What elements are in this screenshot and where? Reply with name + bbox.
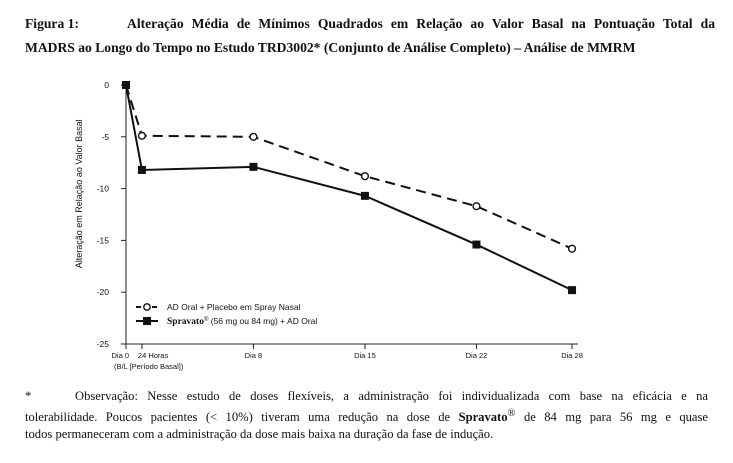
- footnote-marker: *: [25, 389, 32, 403]
- x-tick-label: Dia 0: [111, 351, 129, 360]
- legend-label-placebo: AD Oral + Placebo em Spray Nasal: [167, 302, 301, 312]
- series-line-1: [125, 84, 573, 250]
- y-tick-label: -10: [97, 184, 110, 194]
- series-2-point: [360, 191, 369, 200]
- caption-title-line2: MADRS ao Longo do Tempo no Estudo TRD300…: [25, 40, 636, 55]
- series-line-2: [125, 84, 573, 292]
- series-2-point: [137, 165, 146, 174]
- series-1-point: [567, 244, 577, 253]
- caption-label: Figura 1:: [25, 16, 79, 31]
- y-tick-label: -20: [97, 287, 110, 297]
- series-2-point: [472, 240, 481, 249]
- y-tick-label: -15: [97, 235, 110, 245]
- footnote: * Observação: Nesse estudo de doses flexí…: [25, 388, 708, 443]
- series-1-point: [137, 131, 147, 140]
- figure-caption: Figura 1: Alteração Média de Mínimos Qua…: [25, 12, 715, 60]
- x-tick-label: Dia 22: [466, 351, 488, 360]
- legend-label-spravato: Spravato® (56 mg ou 84 mg) + AD Oral: [167, 316, 317, 327]
- footnote-line3: todos permaneceram com a administração d…: [25, 427, 494, 442]
- footnote-text-line2b: de 84 mg para 56 mg e quase: [515, 410, 708, 425]
- footnote-line2: tolerabilidade. Poucos pacientes (< 10%)…: [25, 405, 708, 426]
- x-tick-label: Dia 8: [245, 351, 263, 360]
- series-1-point: [249, 132, 258, 141]
- legend-registered-mark: ®: [204, 316, 209, 323]
- y-tick-label: -5: [101, 132, 109, 142]
- y-axis-label: Alteração em Relação ao Valor Basal: [74, 119, 84, 268]
- caption-title-line1: Alteração Média de Mínimos Quadrados em …: [127, 16, 715, 31]
- y-tick-label: -25: [97, 339, 110, 349]
- legend-marker-square: [143, 317, 151, 325]
- series-2-point: [568, 286, 577, 295]
- series-1-point: [360, 172, 370, 181]
- legend-marker-circle: [143, 303, 151, 311]
- series-2-point: [249, 162, 258, 171]
- series-1-point: [472, 202, 481, 211]
- x-tick-label: 24 Horas: [138, 351, 169, 360]
- series-2-point: [122, 81, 130, 89]
- footnote-text-line1: Observação: Nesse estudo de doses flexív…: [75, 389, 708, 403]
- footnote-drug-name: Spravato: [458, 410, 508, 425]
- legend-dose-text: (56 mg ou 84 mg) + AD Oral: [208, 316, 317, 326]
- y-tick-label: 0: [104, 80, 109, 90]
- footnote-text-line2a: tolerabilidade. Poucos pacientes (< 10%)…: [25, 410, 459, 425]
- x-tick-label: Dia 15: [354, 351, 376, 360]
- footnote-registered-mark: ®: [507, 408, 516, 419]
- legend-item-spravato: Spravato® (56 mg ou 84 mg) + AD Oral: [136, 316, 317, 327]
- x-baseline-sublabel: (B/L [Período Basal]): [114, 362, 184, 371]
- legend-item-placebo: AD Oral + Placebo em Spray Nasal: [136, 302, 301, 312]
- x-tick-label: Dia 28: [561, 351, 583, 360]
- footnote-line1: * Observação: Nesse estudo de doses flexí…: [25, 388, 708, 405]
- legend-drug-name: Spravato: [167, 317, 204, 327]
